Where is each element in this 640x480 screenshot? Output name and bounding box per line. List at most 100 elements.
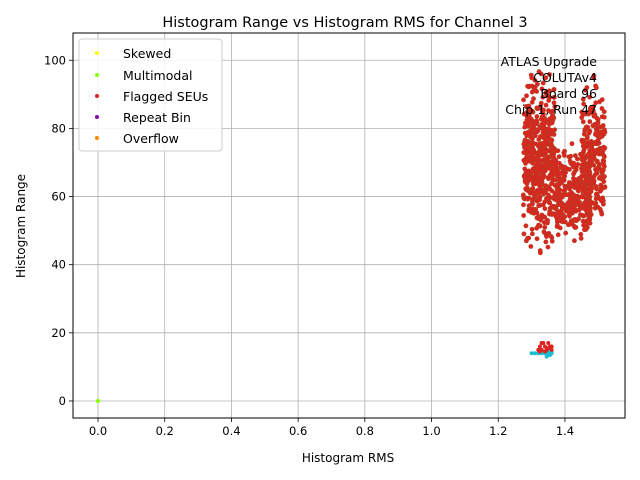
- scatter-point: [556, 154, 562, 160]
- legend-label-repeat-bin: Repeat Bin: [123, 110, 191, 125]
- scatter-point: [582, 227, 587, 233]
- legend: Skewed Multimodal Flagged SEUs Repeat Bi…: [78, 38, 223, 152]
- scatter-point: [543, 102, 549, 108]
- scatter-point: [544, 234, 549, 239]
- scatter-point: [554, 216, 560, 222]
- scatter-point: [540, 94, 546, 100]
- scatter-point: [542, 344, 547, 349]
- scatter-point: [579, 212, 585, 218]
- scatter-point: [595, 137, 601, 143]
- y-axis-label: Histogram Range: [14, 174, 28, 278]
- scatter-point: [582, 87, 588, 93]
- scatter-point: [524, 93, 529, 99]
- scatter-point: [583, 144, 589, 150]
- scatter-point: [534, 89, 540, 94]
- scatter-point: [539, 341, 544, 346]
- scatter-point: [583, 195, 589, 201]
- x-axis-ticks: 0.0 0.2 0.4 0.6 0.8 1.0 1.2 1.4: [89, 418, 574, 438]
- scatter-point: [521, 231, 527, 237]
- legend-label-skewed: Skewed: [123, 46, 171, 61]
- scatter-point: [579, 115, 585, 120]
- scatter-point: [537, 223, 543, 229]
- scatter-point: [537, 344, 542, 349]
- scatter-point: [557, 187, 563, 193]
- scatter-point: [598, 198, 604, 204]
- scatter-point: [564, 192, 570, 198]
- scatter-point: [547, 352, 552, 357]
- scatter-point: [543, 239, 549, 245]
- scatter-point: [539, 212, 545, 218]
- scatter-point: [587, 128, 593, 134]
- scatter-point: [602, 184, 608, 190]
- scatter-point: [531, 123, 537, 129]
- scatter-point: [536, 157, 542, 162]
- scatter-point: [524, 168, 529, 174]
- scatter-point: [593, 184, 599, 190]
- scatter-point: [600, 114, 605, 120]
- scatter-point: [572, 238, 577, 244]
- scatter-point: [547, 186, 552, 191]
- scatter-point: [534, 236, 540, 242]
- scatter-point: [521, 97, 526, 103]
- scatter-point: [601, 158, 607, 164]
- scatter-point: [527, 133, 533, 138]
- scatter-point: [583, 190, 589, 196]
- scatter-point: [557, 225, 563, 231]
- scatter-point: [542, 224, 548, 230]
- scatter-point: [550, 113, 556, 119]
- scatter-point: [526, 208, 532, 214]
- x-tick-label: 1.2: [489, 424, 507, 438]
- scatter-point: [540, 202, 546, 208]
- scatter-point: [529, 151, 535, 156]
- scatter-point: [552, 177, 558, 183]
- scatter-point: [535, 166, 541, 171]
- scatter-point: [599, 211, 605, 217]
- data-points: [96, 69, 608, 403]
- scatter-point: [552, 104, 558, 109]
- scatter-point: [593, 191, 599, 197]
- scatter-point: [601, 152, 607, 158]
- scatter-point: [545, 175, 551, 181]
- scatter-point: [572, 225, 578, 230]
- x-axis-label: Histogram RMS: [302, 451, 394, 465]
- x-tick-label: 1.4: [556, 424, 574, 438]
- scatter-point: [561, 150, 567, 156]
- scatter-point: [581, 155, 587, 161]
- scatter-point: [592, 205, 598, 211]
- y-tick-label: 20: [51, 326, 66, 340]
- scatter-point: [546, 121, 552, 127]
- scatter-point: [521, 202, 526, 208]
- scatter-point: [544, 217, 550, 223]
- scatter-point: [546, 346, 551, 351]
- scatter-point: [532, 169, 538, 175]
- scatter-point: [536, 203, 542, 209]
- scatter-point: [586, 172, 592, 178]
- scatter-point: [584, 135, 590, 141]
- scatter-point: [559, 204, 565, 210]
- legend-box: [78, 38, 223, 152]
- scatter-point: [543, 75, 549, 81]
- scatter-point: [536, 137, 542, 142]
- scatter-point: [582, 167, 588, 173]
- scatter-point: [530, 196, 536, 202]
- scatter-point: [560, 215, 566, 221]
- scatter-point: [547, 72, 552, 77]
- scatter-point: [591, 178, 597, 184]
- scatter-point: [583, 205, 589, 211]
- y-axis-ticks: 0 20 40 60 80 100: [44, 53, 73, 408]
- scatter-point: [597, 175, 603, 181]
- scatter-point: [567, 201, 573, 207]
- scatter-point: [522, 179, 528, 185]
- scatter-point: [539, 86, 545, 92]
- legend-label-multimodal: Multimodal: [123, 68, 192, 83]
- scatter-point: [544, 196, 549, 201]
- scatter-point: [523, 186, 529, 192]
- scatter-point: [530, 185, 536, 191]
- scatter-point: [568, 190, 574, 195]
- scatter-point: [537, 197, 542, 203]
- scatter-point: [547, 148, 552, 154]
- scatter-point: [532, 351, 537, 356]
- x-tick-label: 0.0: [89, 424, 107, 438]
- scatter-point: [585, 124, 591, 130]
